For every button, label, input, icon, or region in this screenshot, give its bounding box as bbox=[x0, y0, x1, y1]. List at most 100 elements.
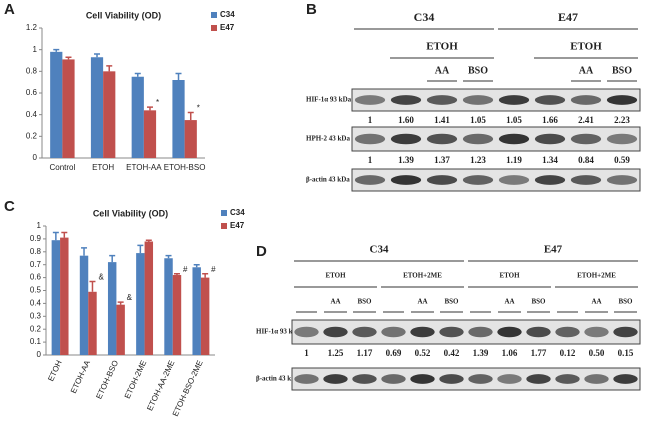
treatment: ETOH+2ME bbox=[577, 272, 616, 280]
legend-swatch bbox=[211, 25, 217, 31]
y-tick-label: 0.7 bbox=[30, 260, 42, 269]
band bbox=[426, 133, 458, 145]
band bbox=[381, 374, 406, 384]
error-bar bbox=[193, 263, 200, 268]
band-ratio: 1.06 bbox=[502, 348, 518, 358]
band bbox=[534, 95, 566, 105]
bar bbox=[172, 275, 182, 355]
band-ratio: 1.05 bbox=[470, 115, 486, 125]
band bbox=[606, 95, 638, 105]
band bbox=[390, 133, 422, 145]
panel-letter: C bbox=[4, 198, 15, 215]
x-tick-label: ETOH bbox=[92, 163, 114, 172]
band-ratio: 0.12 bbox=[560, 348, 576, 358]
y-tick-label: 0.4 bbox=[30, 299, 42, 308]
x-tick-label: ETOH-2ME bbox=[123, 359, 149, 400]
band bbox=[439, 374, 464, 384]
error-bar bbox=[52, 231, 59, 241]
band-ratio: 2.41 bbox=[578, 115, 594, 125]
annotation: * bbox=[197, 104, 200, 113]
treatment: ETOH+2ME bbox=[403, 272, 442, 280]
band-ratio: 1 bbox=[368, 115, 373, 125]
blot bbox=[351, 168, 641, 192]
legend-swatch bbox=[221, 223, 227, 229]
error-bar bbox=[165, 254, 172, 259]
band-ratio: 1.39 bbox=[473, 348, 489, 358]
band bbox=[323, 326, 348, 338]
y-tick-label: 1 bbox=[37, 221, 42, 230]
x-tick-label: ETOH-BSO-2ME bbox=[171, 359, 205, 418]
y-tick-label: 0.6 bbox=[26, 88, 38, 97]
y-tick-label: 0 bbox=[33, 153, 38, 162]
band bbox=[294, 374, 319, 384]
drug: BSO bbox=[618, 298, 633, 306]
annotation: # bbox=[183, 265, 188, 274]
band bbox=[497, 326, 522, 338]
treatment: ETOH bbox=[499, 272, 520, 280]
bar bbox=[184, 120, 197, 158]
band-ratio: 1.66 bbox=[542, 115, 558, 125]
band-ratio: 1.41 bbox=[434, 115, 450, 125]
band bbox=[354, 133, 386, 145]
drug: AA bbox=[504, 298, 514, 306]
y-tick-label: 0 bbox=[37, 350, 42, 359]
y-tick-label: 0.2 bbox=[26, 131, 38, 140]
drug: BSO bbox=[531, 298, 546, 306]
band bbox=[555, 326, 580, 338]
error-bar bbox=[53, 48, 60, 52]
legend-label: C34 bbox=[230, 208, 245, 217]
band bbox=[410, 374, 435, 384]
band-ratio: 1.60 bbox=[398, 115, 414, 125]
band-ratio: 0.15 bbox=[618, 348, 634, 358]
band-ratio: 1.37 bbox=[434, 155, 450, 165]
y-tick-label: 0.1 bbox=[30, 337, 42, 346]
y-tick-label: 0.8 bbox=[26, 66, 38, 75]
y-tick-label: 1.2 bbox=[26, 23, 38, 32]
band-ratio: 2.23 bbox=[614, 115, 630, 125]
bar bbox=[103, 71, 116, 158]
band bbox=[606, 133, 638, 145]
band-ratio: 0.84 bbox=[578, 155, 594, 165]
bar bbox=[90, 57, 104, 158]
treatment: ETOH bbox=[325, 272, 346, 280]
drug: BSO bbox=[357, 298, 372, 306]
annotation: & bbox=[127, 293, 133, 302]
annotation: & bbox=[98, 273, 104, 282]
annotation: * bbox=[156, 98, 159, 107]
band-ratio: 1.77 bbox=[531, 348, 547, 358]
x-tick-label: ETOH-AA bbox=[126, 163, 162, 172]
band bbox=[498, 133, 530, 145]
band bbox=[570, 133, 602, 145]
chart-title: Cell Viability (OD) bbox=[93, 208, 168, 218]
chart-title: Cell Viability (OD) bbox=[86, 10, 161, 20]
bar bbox=[116, 304, 125, 355]
legend-label: E47 bbox=[220, 23, 235, 32]
band-ratio: 1.17 bbox=[357, 348, 373, 358]
error-bar bbox=[117, 301, 124, 305]
band bbox=[426, 175, 458, 185]
band-ratio: 1.25 bbox=[328, 348, 344, 358]
band bbox=[294, 326, 319, 338]
band bbox=[584, 374, 609, 384]
y-tick-label: 0.8 bbox=[30, 247, 42, 256]
cell-line: C34 bbox=[370, 244, 389, 256]
bar bbox=[192, 267, 201, 355]
cell-line: E47 bbox=[558, 10, 578, 24]
y-tick-label: 0.9 bbox=[30, 234, 42, 243]
band-ratio: 1.19 bbox=[506, 155, 522, 165]
x-tick-label: ETOH-AA bbox=[69, 358, 92, 395]
error-bar bbox=[134, 72, 141, 77]
band-ratio: 1.34 bbox=[542, 155, 558, 165]
row-label: HIF-1α 93 kDa bbox=[256, 328, 302, 336]
band-ratio: 0.69 bbox=[386, 348, 402, 358]
error-bar bbox=[65, 56, 72, 60]
band bbox=[323, 374, 348, 384]
x-tick-label: ETOH-AA-2ME bbox=[145, 359, 176, 412]
band bbox=[534, 175, 566, 185]
band bbox=[410, 326, 435, 338]
y-tick-label: 0.3 bbox=[30, 311, 42, 320]
y-tick-label: 0.6 bbox=[30, 273, 42, 282]
bar bbox=[131, 76, 144, 158]
x-tick-label: ETOH bbox=[46, 359, 64, 383]
